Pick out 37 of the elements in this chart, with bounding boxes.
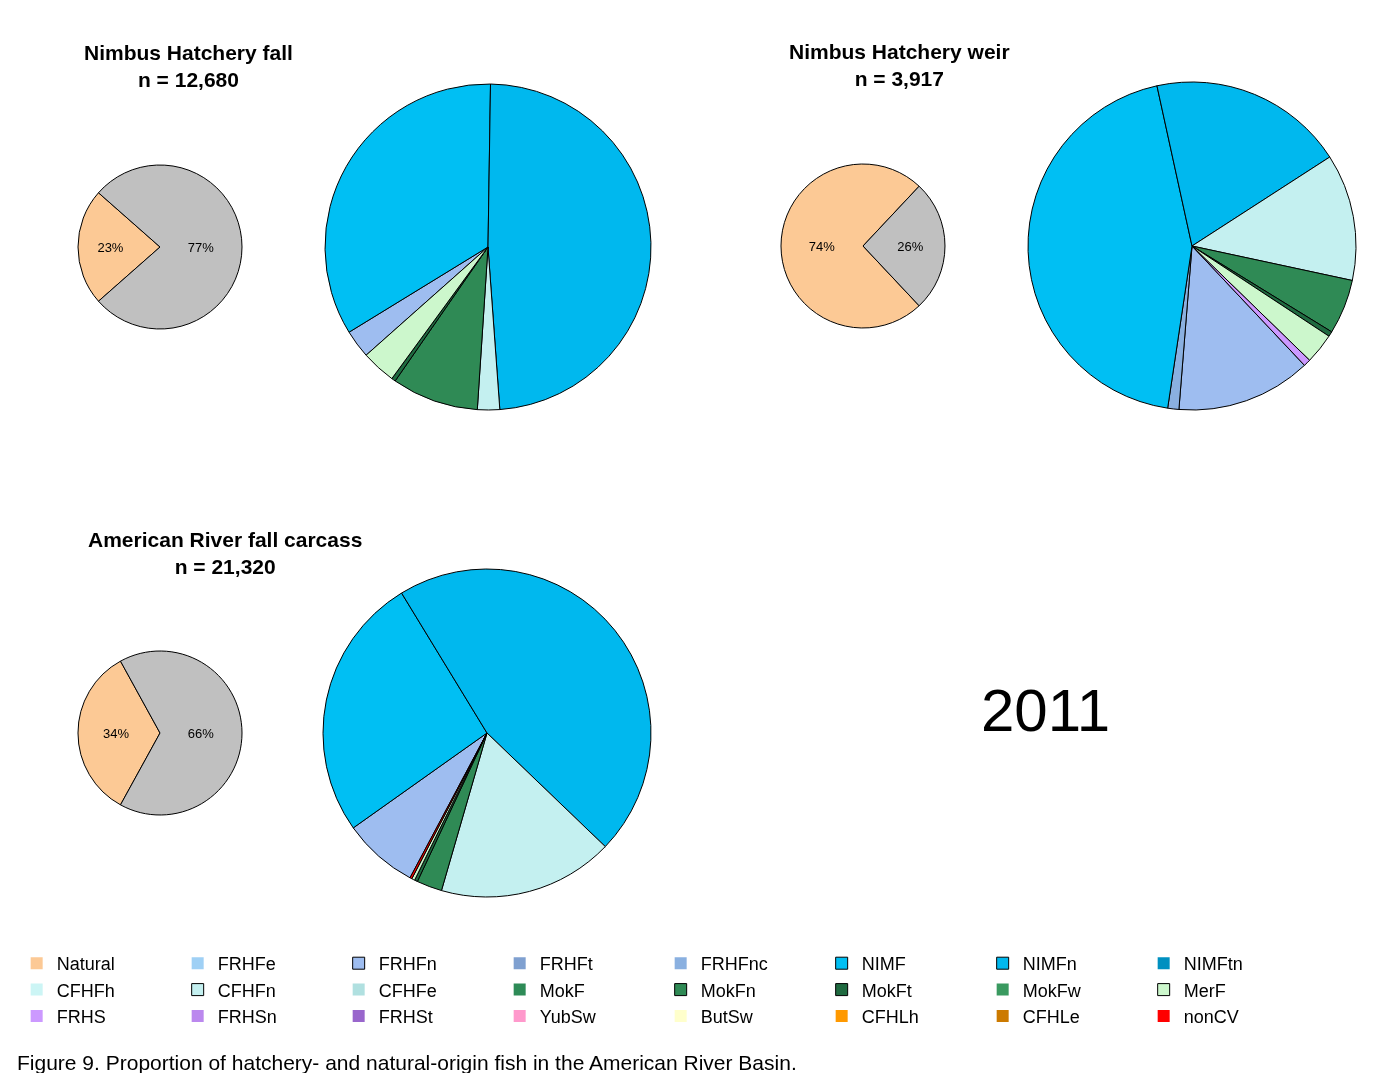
legend-label: FRHSn: [217, 1007, 277, 1028]
legend-label: CFHLh: [861, 1007, 919, 1028]
legend-label: CFHFh: [56, 980, 115, 1001]
legend-label: NIMF: [861, 954, 906, 975]
legend-label: YubSw: [539, 1007, 597, 1028]
legend-label: CFHLe: [1022, 1007, 1080, 1028]
data-label: 34%: [103, 725, 130, 741]
legend-label: NIMFtn: [1183, 954, 1243, 975]
legend-label: FRHFnc: [700, 954, 768, 975]
legend-label: MokFt: [861, 980, 912, 1001]
legend-label: ButSw: [700, 1007, 754, 1028]
data-label: 26%: [897, 238, 924, 254]
chart-subtitle: n = 12,680: [137, 68, 239, 92]
legend-label: FRHSt: [378, 1007, 433, 1028]
data-label: 77%: [187, 239, 215, 255]
chart-title: Nimbus Hatchery weir: [789, 40, 1010, 63]
legend-label: CFHFe: [378, 980, 437, 1001]
data-label: 74%: [808, 238, 836, 254]
legend-label: Natural: [56, 954, 115, 975]
chart-title: American River fall carcass: [88, 528, 363, 551]
chart-subtitle: n = 21,320: [174, 555, 276, 579]
legend-label: MokFn: [700, 980, 756, 1001]
legend-label: FRHS: [56, 1007, 106, 1028]
text: 2011: [981, 677, 1111, 744]
legend-label: NIMFn: [1022, 954, 1077, 975]
chart-title: Nimbus Hatchery fall: [84, 41, 293, 64]
legend-label: MerF: [1183, 980, 1226, 1001]
legend-label: nonCV: [1183, 1007, 1239, 1028]
legend-label: FRHFn: [378, 954, 437, 975]
data-label: 66%: [187, 725, 215, 741]
legend-label: MokF: [539, 980, 585, 1001]
legend-label: FRHFe: [217, 954, 276, 975]
chart-subtitle: n = 3,917: [854, 67, 944, 91]
legend-label: FRHFt: [539, 954, 593, 975]
legend-label: CFHFn: [217, 980, 276, 1001]
data-label: 23%: [97, 239, 124, 255]
legend-label: MokFw: [1022, 980, 1082, 1001]
